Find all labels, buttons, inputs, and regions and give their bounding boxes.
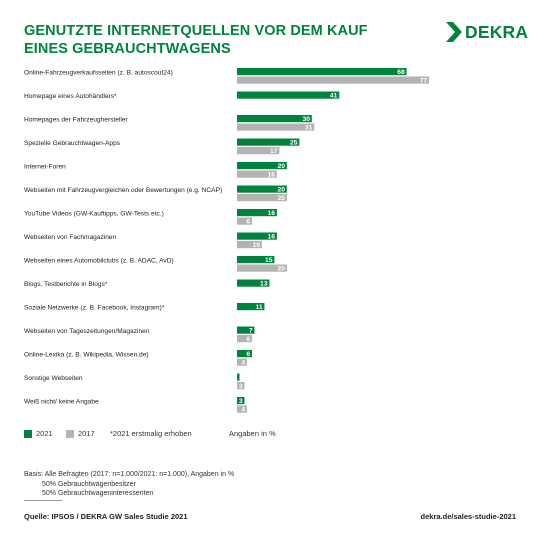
logo-text: DEKRA [465, 22, 529, 42]
source-url: dekra.de/sales-studie-2021 [420, 512, 516, 521]
bar-2017 [237, 241, 262, 249]
title-line-2: EINES GEBRAUCHTWAGENS [24, 41, 231, 57]
legend-note: *2021 erstmalig erhoben [110, 429, 192, 438]
legend-unit: Angaben in % [229, 429, 276, 438]
category-label: Weiß nicht/ keine Angabe [24, 399, 99, 406]
bar-2021 [237, 232, 277, 240]
basis-line-3: 50% Gebrauchtwageninteressenten [42, 490, 154, 497]
dekra-mark-icon [446, 22, 462, 42]
bar-2021 [237, 303, 265, 311]
bar-2021 [237, 209, 277, 217]
data-label-2021: 3 [239, 398, 243, 405]
category-label: Spezielle Gebrauchtwagen-Apps [24, 140, 121, 147]
dekra-logo: DEKRA [446, 21, 528, 43]
category-label: Sonstige Webseiten [24, 375, 83, 382]
category-label: Internet-Foren [24, 164, 66, 171]
data-label-2017: 77 [420, 77, 428, 84]
category-label: Webseiten mit Fahrzeugvergleichen oder B… [24, 187, 222, 194]
category-label: Homepage eines Autohändlers* [24, 93, 117, 100]
page-title: GENUTZTE INTERNETQUELLEN VOR DEM KAUF EI… [24, 22, 404, 58]
data-label-2017: 4 [241, 406, 245, 413]
legend-label-2017: 2017 [78, 429, 95, 438]
data-label-2021: 68 [397, 69, 405, 76]
divider [24, 500, 62, 501]
bar-2017 [237, 170, 277, 178]
bar-2021 [237, 162, 287, 170]
data-label-2021: 6 [246, 351, 250, 358]
bar-2021 [237, 397, 245, 405]
category-label: Webseiten von Tageszeitungen/Magazinen [24, 328, 150, 335]
bar-2021 [237, 68, 407, 76]
bar-2017 [237, 264, 287, 272]
data-label-2017: 20 [278, 265, 286, 272]
bar-2017 [237, 123, 315, 131]
bar-2021 [237, 373, 240, 381]
bar-2017 [237, 76, 429, 84]
data-label-2021: 7 [249, 327, 253, 334]
data-label-2017: 20 [278, 195, 286, 202]
bar-2021 [237, 115, 312, 123]
category-label: Online-Fahrzeugverkaufsseiten (z. B. aut… [24, 70, 173, 77]
data-label-2021: 11 [255, 304, 262, 311]
basis-note: Basis: Alle Befragten (2017: n=1.000/202… [24, 470, 234, 499]
source-text: Quelle: IPSOS / DEKRA GW Sales Studie 20… [24, 512, 188, 521]
category-label: Homepages der Fahrzeughersteller [24, 117, 129, 124]
data-label-2021: 20 [278, 186, 286, 193]
category-label: Webseiten eines Automobilclubs (z. B. AD… [24, 258, 174, 265]
data-label-2021: 20 [278, 163, 286, 170]
bar-2017 [237, 358, 247, 366]
bar-2021 [237, 185, 287, 193]
legend-swatch-2017 [66, 430, 74, 438]
bar-2021 [237, 326, 255, 334]
data-label-2021: 16 [268, 210, 276, 217]
bar-chart: Online-Fahrzeugverkaufsseiten (z. B. aut… [24, 68, 429, 413]
bar-2021 [237, 138, 300, 146]
data-label-2017: 31 [305, 124, 313, 131]
bar-2021 [237, 350, 252, 358]
bar-2017 [237, 382, 245, 390]
data-label-2017: 10 [253, 242, 261, 249]
data-label-2017: 6 [246, 336, 250, 343]
category-label: Online-Lexika (z. B. Wikipedia, Wissen.d… [24, 352, 149, 359]
data-label-2021: 41 [330, 92, 338, 99]
category-label: Blogs, Testberichte in Blogs* [24, 281, 108, 288]
bar-2017 [237, 147, 280, 155]
bar-2017 [237, 335, 252, 343]
legend-swatch-2021 [24, 430, 32, 438]
category-label: YouTube Videos (GW-Kauftipps, GW-Tests e… [24, 211, 164, 218]
bar-2017 [237, 194, 287, 202]
data-label-2021: 1 [234, 374, 238, 381]
bar-2017 [237, 405, 247, 413]
category-label: Webseiten von Fachmagazinen [24, 234, 117, 241]
data-label-2017: 16 [268, 171, 276, 178]
legend-label-2021: 2021 [36, 429, 53, 438]
data-label-2021: 16 [268, 233, 276, 240]
data-label-2017: 3 [239, 383, 243, 390]
basis-line-1: Basis: Alle Befragten (2017: n=1.000/202… [24, 471, 235, 478]
data-label-2021: 13 [260, 280, 268, 287]
bar-2017 [237, 217, 252, 225]
title-line-1: GENUTZTE INTERNETQUELLEN VOR DEM KAUF [24, 23, 368, 39]
data-label-2017: 4 [241, 359, 245, 366]
bar-2021 [237, 256, 275, 264]
category-label: Soziale Netzwerke (z. B. Facebook, Insta… [24, 305, 165, 312]
data-label-2017: 17 [270, 148, 278, 155]
bar-2021 [237, 91, 340, 99]
basis-line-2: 50% Gebrauchtwagenbesitzer [42, 480, 136, 488]
data-label-2021: 25 [290, 139, 298, 146]
data-label-2017: 6 [246, 218, 250, 225]
data-label-2021: 15 [265, 257, 273, 264]
data-label-2021: 30 [302, 116, 310, 123]
bar-2021 [237, 279, 270, 287]
